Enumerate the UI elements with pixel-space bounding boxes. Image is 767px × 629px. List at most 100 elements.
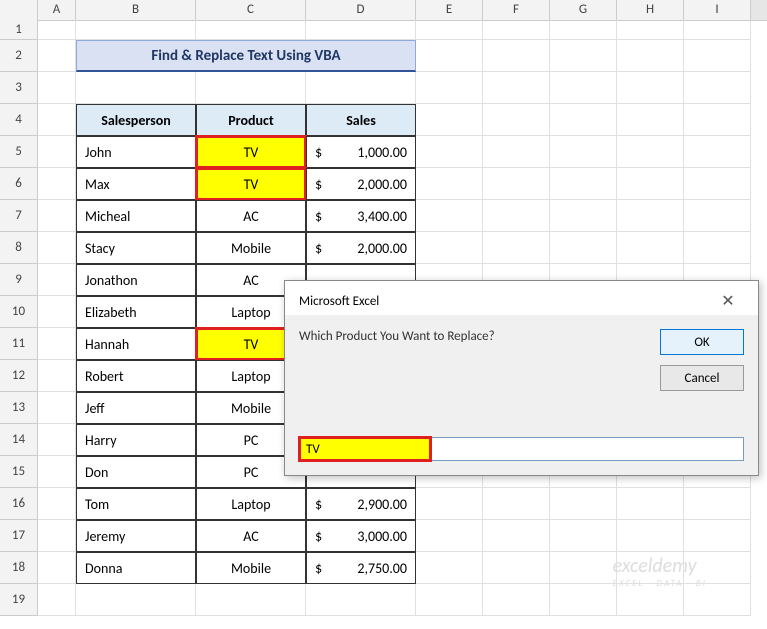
cell[interactable] bbox=[550, 136, 617, 168]
col-header-C[interactable]: C bbox=[196, 0, 306, 20]
row-header-9[interactable]: 9 bbox=[0, 264, 38, 296]
col-header-H[interactable]: H bbox=[617, 0, 684, 20]
cell[interactable] bbox=[684, 40, 751, 72]
cell[interactable] bbox=[416, 552, 483, 584]
cell[interactable] bbox=[684, 200, 751, 232]
row-header-2[interactable]: 2 bbox=[0, 40, 38, 72]
cell[interactable] bbox=[550, 40, 617, 72]
salesperson-cell[interactable]: Micheal bbox=[76, 200, 196, 232]
cell[interactable] bbox=[550, 232, 617, 264]
col-header-B[interactable]: B bbox=[76, 0, 196, 20]
row-header-18[interactable]: 18 bbox=[0, 552, 38, 584]
product-cell[interactable]: TV bbox=[196, 136, 306, 168]
row-header-17[interactable]: 17 bbox=[0, 520, 38, 552]
cell[interactable] bbox=[684, 72, 751, 104]
cell[interactable] bbox=[38, 136, 76, 168]
salesperson-cell[interactable]: Robert bbox=[76, 360, 196, 392]
cell[interactable] bbox=[38, 168, 76, 200]
cell[interactable] bbox=[38, 392, 76, 424]
salesperson-cell[interactable]: Jeremy bbox=[76, 520, 196, 552]
cell[interactable] bbox=[416, 584, 483, 616]
cell[interactable] bbox=[483, 232, 550, 264]
col-header-G[interactable]: G bbox=[550, 0, 617, 20]
cell[interactable] bbox=[38, 232, 76, 264]
sales-cell[interactable]: $3,400.00 bbox=[306, 200, 416, 232]
cell[interactable] bbox=[38, 296, 76, 328]
product-cell[interactable]: Mobile bbox=[196, 552, 306, 584]
cell[interactable] bbox=[483, 200, 550, 232]
cell[interactable] bbox=[38, 424, 76, 456]
cell[interactable] bbox=[76, 584, 196, 616]
col-header-E[interactable]: E bbox=[416, 0, 483, 20]
product-cell[interactable]: Laptop bbox=[196, 488, 306, 520]
product-cell[interactable]: Mobile bbox=[196, 232, 306, 264]
row-header-6[interactable]: 6 bbox=[0, 168, 38, 200]
col-header-F[interactable]: F bbox=[483, 0, 550, 20]
product-cell[interactable]: AC bbox=[196, 200, 306, 232]
row-header-16[interactable]: 16 bbox=[0, 488, 38, 520]
cell[interactable] bbox=[684, 104, 751, 136]
cell[interactable] bbox=[483, 40, 550, 72]
cell[interactable] bbox=[38, 200, 76, 232]
cell[interactable] bbox=[550, 104, 617, 136]
cell[interactable] bbox=[483, 552, 550, 584]
row-header-3[interactable]: 3 bbox=[0, 72, 38, 104]
title-cell[interactable]: Find & Replace Text Using VBA bbox=[76, 40, 416, 72]
cell[interactable] bbox=[416, 488, 483, 520]
cell[interactable] bbox=[38, 264, 76, 296]
cell[interactable] bbox=[617, 72, 684, 104]
salesperson-cell[interactable]: Jonathon bbox=[76, 264, 196, 296]
cell[interactable] bbox=[550, 20, 617, 40]
cell[interactable] bbox=[617, 488, 684, 520]
cell[interactable] bbox=[416, 72, 483, 104]
cell[interactable] bbox=[550, 168, 617, 200]
product-cell[interactable]: AC bbox=[196, 520, 306, 552]
salesperson-cell[interactable]: John bbox=[76, 136, 196, 168]
cell[interactable] bbox=[684, 168, 751, 200]
cell[interactable] bbox=[416, 40, 483, 72]
salesperson-cell[interactable]: Don bbox=[76, 456, 196, 488]
sales-cell[interactable]: $2,000.00 bbox=[306, 232, 416, 264]
col-header-I[interactable]: I bbox=[684, 0, 751, 20]
cell[interactable] bbox=[38, 520, 76, 552]
table-header-b[interactable]: Salesperson bbox=[76, 104, 196, 136]
cell[interactable] bbox=[617, 584, 684, 616]
dialog-input-value[interactable]: TV bbox=[300, 438, 430, 460]
row-header-1[interactable]: 1 bbox=[0, 20, 38, 40]
cell[interactable] bbox=[483, 20, 550, 40]
cell[interactable] bbox=[416, 168, 483, 200]
cell[interactable] bbox=[617, 552, 684, 584]
cell[interactable] bbox=[550, 488, 617, 520]
cell[interactable] bbox=[38, 584, 76, 616]
row-header-7[interactable]: 7 bbox=[0, 200, 38, 232]
corner-cell[interactable] bbox=[0, 0, 38, 20]
row-header-8[interactable]: 8 bbox=[0, 232, 38, 264]
cell[interactable] bbox=[684, 232, 751, 264]
salesperson-cell[interactable]: Elizabeth bbox=[76, 296, 196, 328]
cell[interactable] bbox=[684, 488, 751, 520]
sales-cell[interactable]: $2,900.00 bbox=[306, 488, 416, 520]
salesperson-cell[interactable]: Stacy bbox=[76, 232, 196, 264]
cell[interactable] bbox=[617, 232, 684, 264]
cell[interactable] bbox=[306, 72, 416, 104]
cell[interactable] bbox=[483, 584, 550, 616]
row-header-5[interactable]: 5 bbox=[0, 136, 38, 168]
cell[interactable] bbox=[483, 136, 550, 168]
cancel-button[interactable]: Cancel bbox=[660, 365, 744, 391]
cell[interactable] bbox=[416, 104, 483, 136]
row-header-14[interactable]: 14 bbox=[0, 424, 38, 456]
row-header-11[interactable]: 11 bbox=[0, 328, 38, 360]
sales-cell[interactable]: $2,000.00 bbox=[306, 168, 416, 200]
salesperson-cell[interactable]: Tom bbox=[76, 488, 196, 520]
cell[interactable] bbox=[483, 168, 550, 200]
row-header-4[interactable]: 4 bbox=[0, 104, 38, 136]
cell[interactable] bbox=[483, 488, 550, 520]
dialog-input[interactable]: TV bbox=[299, 437, 744, 461]
cell[interactable] bbox=[617, 168, 684, 200]
row-header-13[interactable]: 13 bbox=[0, 392, 38, 424]
cell[interactable] bbox=[550, 584, 617, 616]
sales-cell[interactable]: $2,750.00 bbox=[306, 552, 416, 584]
cell[interactable] bbox=[684, 20, 751, 40]
row-header-12[interactable]: 12 bbox=[0, 360, 38, 392]
cell[interactable] bbox=[306, 584, 416, 616]
